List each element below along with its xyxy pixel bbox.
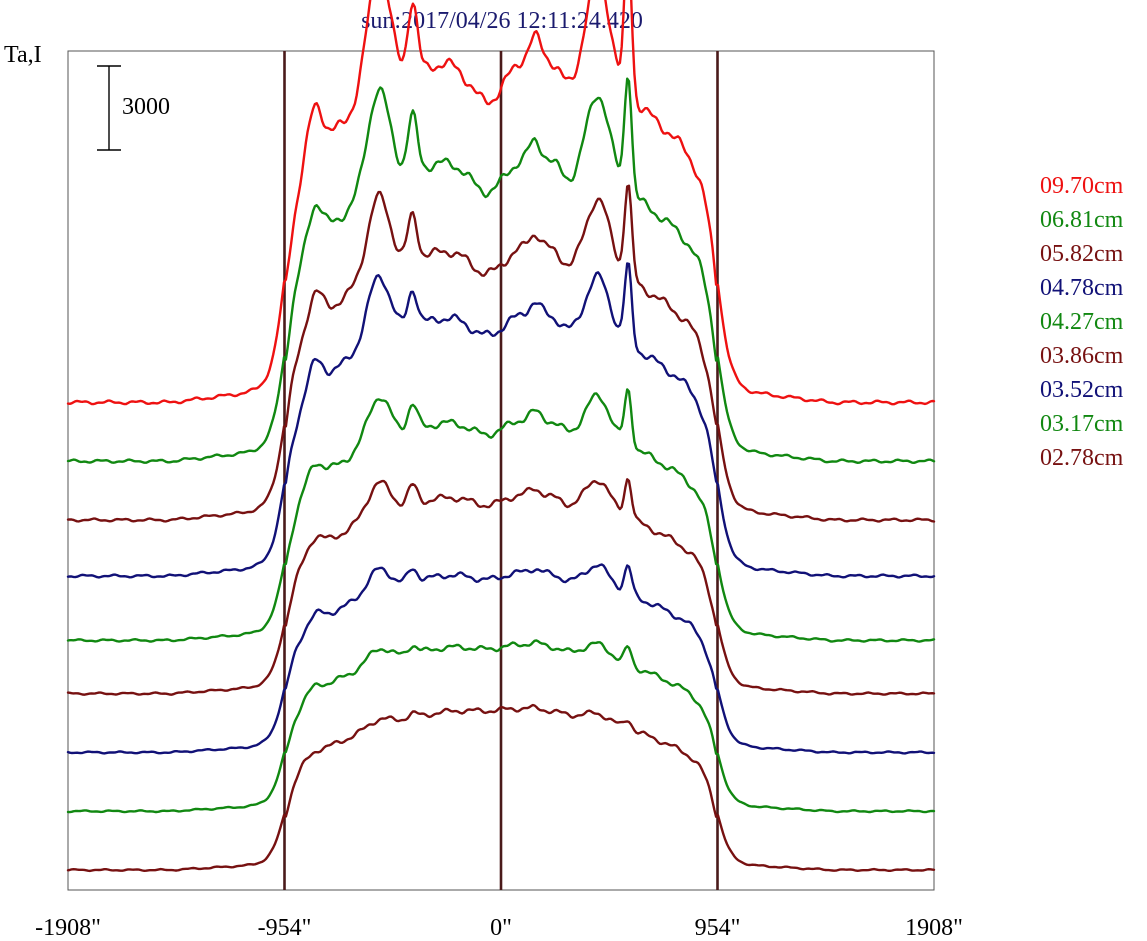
series-line-02.78cm [66,703,936,873]
legend-entry: 03.17cm [1040,411,1124,437]
series-line-05.82cm [66,184,936,523]
series-line-09.70cm [66,0,936,406]
series-line-03.52cm [66,563,936,755]
legend: 09.70cm 06.81cm 05.82cm 04.78cm 04.27cm 03.86… [1040,173,1124,471]
legend-entry: 02.78cm [1040,445,1124,471]
legend-entry: 03.52cm [1040,377,1124,403]
x-axis-ticks: -1908" -954" 0" 954" 1908" [35,915,963,941]
x-tick-label: 1908" [905,915,963,941]
y-axis-label: Ta,I [4,42,42,68]
series-line-04.78cm [66,262,936,579]
x-tick-label: -1908" [35,915,101,941]
legend-entry: 05.82cm [1040,241,1124,267]
legend-entry: 04.27cm [1040,309,1124,335]
legend-entry: 04.78cm [1040,275,1124,301]
x-tick-label: 0" [490,915,512,941]
vertical-markers [283,51,719,890]
chart-title: sun:2017/04/26 12:11:24.420 [361,8,643,34]
x-tick-label: 954" [695,915,741,941]
series-line-03.17cm [66,639,936,814]
series-curves [66,0,936,873]
scale-bar: 3000 [97,65,170,151]
scale-bar-label: 3000 [122,94,170,120]
series-line-06.81cm [66,77,936,464]
series-line-03.86cm [66,478,936,696]
legend-entry: 06.81cm [1040,207,1124,233]
legend-entry: 09.70cm [1040,173,1124,199]
legend-entry: 03.86cm [1040,343,1124,369]
x-tick-label: -954" [258,915,312,941]
series-line-04.27cm [66,388,936,643]
